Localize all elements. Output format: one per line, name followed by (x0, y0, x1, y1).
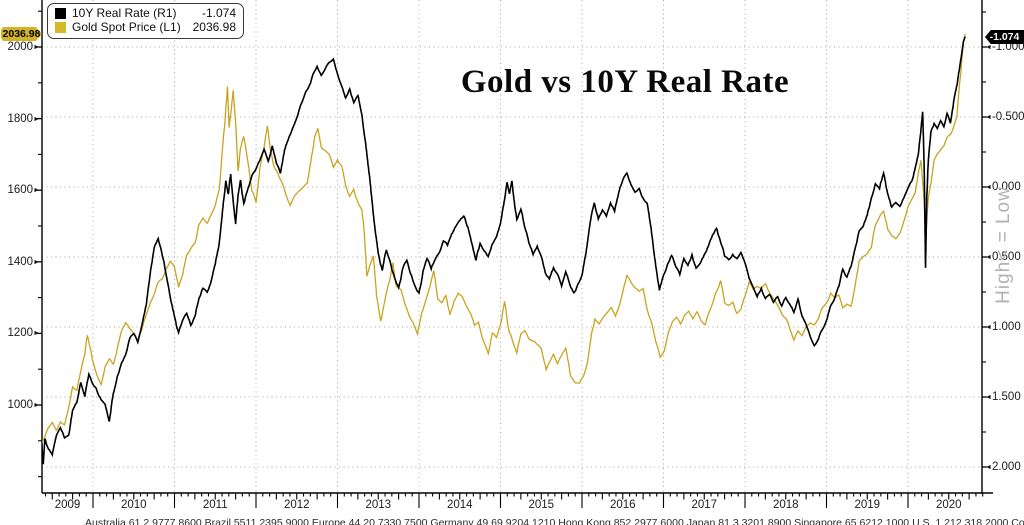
tick-arrow-icon: ► (33, 402, 40, 409)
tick-arrow-icon: ◄ (985, 394, 992, 401)
left-axis-tick-1200: 1200► (7, 327, 40, 340)
x-axis-year-2012: 2012 (283, 499, 310, 511)
x-axis-year-2009: 2009 (54, 499, 81, 511)
right-axis-tick-1.500: ◄1.500 (985, 391, 1021, 403)
tick-arrow-icon: ◄ (985, 254, 992, 261)
legend-label: Gold Spot Price (L1) (72, 20, 181, 34)
tick-arrow-icon: ◄ (985, 324, 992, 331)
legend-value: -1.074 (201, 6, 236, 20)
bloomberg-footer: Australia 61 2 9777 8600 Brazil 5511 239… (85, 517, 1024, 525)
left-axis-tick-1400: 1400► (7, 255, 40, 268)
gold-last-value-tag: 2036.98 (1, 27, 42, 41)
x-axis-year-2017: 2017 (691, 499, 718, 511)
legend-label: 10Y Real Rate (R1) (72, 6, 177, 20)
x-axis-year-2010: 2010 (120, 499, 147, 511)
x-axis-year-2018: 2018 (772, 499, 799, 511)
legend-value: 2036.98 (192, 20, 236, 34)
right-axis-tick-0.500: ◄0.500 (985, 251, 1021, 263)
legend-swatch-icon (55, 8, 66, 19)
tick-arrow-icon: ► (33, 258, 40, 266)
legend-item-1: Gold Spot Price (L1) 2036.98 (55, 21, 236, 34)
left-axis-tick-1600: 1600► (7, 184, 40, 197)
tick-arrow-icon: ► (33, 115, 40, 123)
tick-arrow-icon: ► (33, 330, 40, 338)
legend-swatch-icon (55, 22, 66, 33)
x-axis-year-2016: 2016 (609, 499, 636, 511)
right-axis-tick-2.000: ◄2.000 (985, 461, 1021, 473)
rate-last-value-tag: -1.074 (985, 30, 1024, 44)
tick-arrow-icon: ► (33, 187, 40, 195)
x-axis-year-2019: 2019 (854, 499, 881, 511)
chart-title: Gold vs 10Y Real Rate (460, 64, 790, 100)
left-axis-tick-2000: 2000► (7, 41, 40, 53)
tick-arrow-icon: ◄ (985, 184, 992, 191)
left-axis-tick-1800: 1800► (7, 112, 40, 125)
legend-item-0: 10Y Real Rate (R1) -1.074 (55, 7, 236, 20)
x-axis-year-2020: 2020 (935, 499, 962, 511)
x-axis-year-2014: 2014 (446, 499, 473, 511)
right-axis-tick--1.000: ◄-1.000 (985, 41, 1024, 53)
left-axis-tick-1000: 1000► (7, 399, 40, 411)
right-axis-tick-1.000: ◄1.000 (985, 321, 1021, 333)
tick-arrow-icon: ◄ (985, 464, 992, 471)
right-axis-tick-0.000: ◄0.000 (985, 181, 1021, 193)
tick-arrow-icon: ◄ (985, 114, 992, 121)
legend: 10Y Real Rate (R1) -1.074 Gold Spot Price … (47, 3, 244, 39)
series-gold-spot-price (42, 33, 966, 444)
series-10y-real-rate (42, 36, 966, 465)
tick-arrow-icon: ◄ (985, 44, 992, 51)
tick-arrow-icon: ► (33, 44, 40, 51)
right-axis-tick--0.500: ◄-0.500 (985, 111, 1024, 123)
x-axis-year-2015: 2015 (528, 499, 555, 511)
inverted-axis-note: High< = Low (993, 186, 1014, 304)
x-axis-year-2011: 2011 (202, 499, 228, 511)
x-axis-year-2013: 2013 (365, 499, 392, 511)
